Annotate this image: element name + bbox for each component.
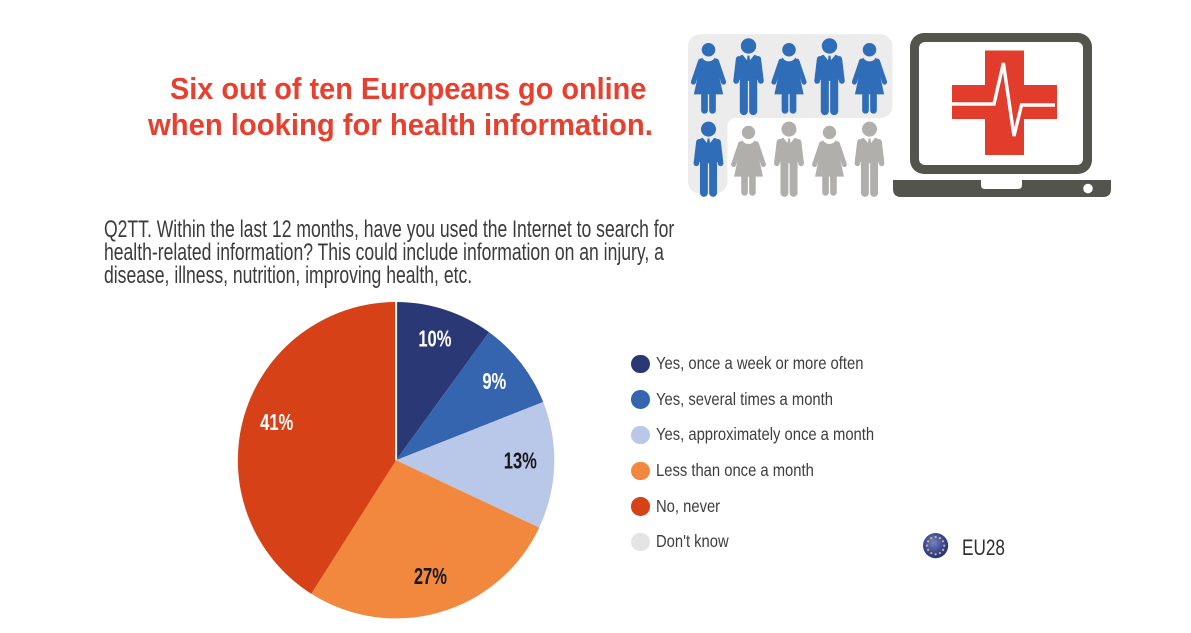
svg-text:27%: 27% (414, 565, 447, 590)
svg-text:9%: 9% (482, 369, 506, 394)
svg-text:10%: 10% (418, 327, 451, 352)
svg-text:41%: 41% (260, 411, 293, 436)
svg-text:13%: 13% (504, 449, 537, 474)
